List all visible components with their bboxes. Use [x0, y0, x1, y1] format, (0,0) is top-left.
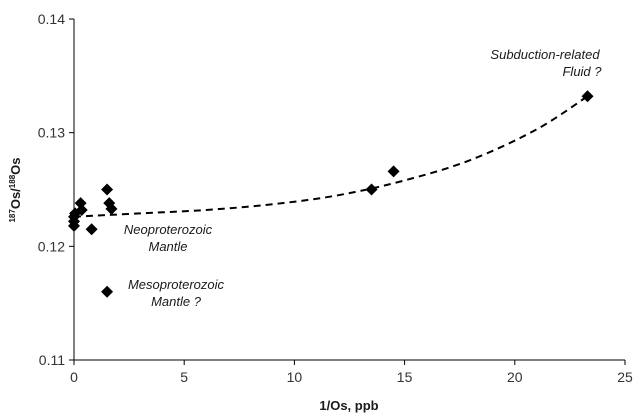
- y-axis-title-sup-a: 187: [8, 209, 17, 223]
- x-tick-label: 5: [180, 369, 188, 385]
- annotation-neoproterozoic-line2: Mantle: [148, 239, 187, 254]
- data-point: [75, 203, 88, 216]
- data-point: [105, 202, 118, 215]
- y-axis-title-sup-b: 188: [8, 174, 17, 188]
- y-axis-title-end: Os: [8, 157, 23, 174]
- data-point: [85, 223, 98, 236]
- annotation-neoproterozoic-line1: Neoproterozoic: [124, 222, 213, 237]
- plot-area: [73, 19, 625, 361]
- x-axis-ticks: 0 5 10 15 20 25: [70, 360, 633, 385]
- y-tick-label: 0.13: [38, 125, 65, 141]
- annotation-mesoproterozoic-line2: Mantle ?: [151, 294, 202, 309]
- y-tick-label: 0.11: [39, 352, 65, 368]
- annotation-mesoproterozoic-line1: Mesoproterozoic: [128, 277, 225, 292]
- annotation-mesoproterozoic: Mesoproterozoic Mantle ?: [128, 277, 225, 309]
- data-point: [387, 165, 400, 178]
- data-point: [101, 285, 114, 298]
- annotation-subduction-line2: Fluid ?: [562, 64, 602, 79]
- x-tick-label: 20: [507, 369, 523, 385]
- data-point: [101, 183, 114, 196]
- x-axis-title: 1/Os, ppb: [319, 398, 378, 413]
- x-tick-label: 15: [397, 369, 413, 385]
- data-point: [365, 183, 378, 196]
- y-axis-title: 187Os/188Os: [8, 157, 23, 222]
- y-axis-title-mid: Os/: [8, 188, 23, 209]
- y-tick-label: 0.14: [38, 11, 65, 27]
- data-points: [68, 90, 594, 298]
- annotation-subduction-line1: Subduction-related: [490, 47, 600, 62]
- annotation-subduction: Subduction-related Fluid ?: [490, 47, 602, 79]
- x-tick-label: 10: [287, 369, 303, 385]
- y-tick-label: 0.12: [38, 238, 65, 254]
- data-point: [581, 90, 594, 103]
- trend-line: [73, 95, 589, 218]
- y-axis-ticks: 0.11 0.12 0.13 0.14: [38, 11, 74, 368]
- annotation-neoproterozoic: Neoproterozoic Mantle: [124, 222, 213, 254]
- x-tick-label: 0: [70, 369, 78, 385]
- x-tick-label: 25: [617, 369, 633, 385]
